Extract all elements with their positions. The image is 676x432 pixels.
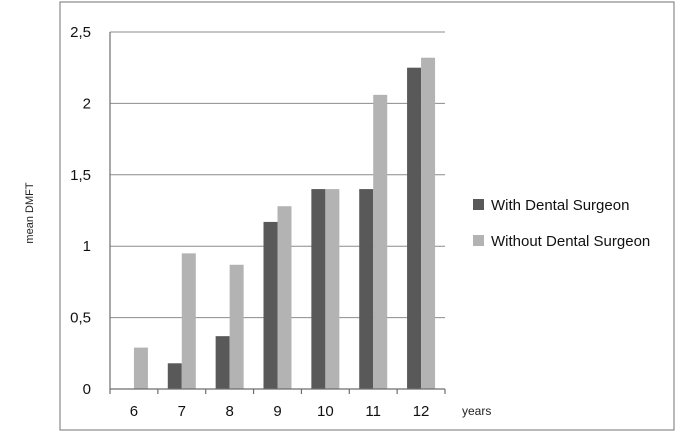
y-tick-label: 1 (83, 238, 91, 255)
bar-with-dental-surgeon (215, 336, 230, 389)
x-tick-labels: 6 7 8 9 10 11 12 (130, 403, 430, 420)
x-tick-label: 6 (130, 403, 138, 420)
legend-label: With Dental Surgeon (491, 197, 629, 214)
x-tick-label: 7 (178, 403, 186, 420)
y-tick-labels: 0 0,5 1 1,5 2 2,5 (70, 24, 91, 398)
x-tick-label: 9 (273, 403, 281, 420)
y-axis-label: mean DMFT (24, 182, 36, 243)
y-tick-label: 1,5 (70, 167, 91, 184)
legend-swatch (473, 235, 484, 246)
bar-without-dental-surgeon (277, 206, 292, 389)
y-tick-label: 2,5 (70, 24, 91, 41)
bars (133, 57, 436, 389)
y-tick-label: 2 (83, 95, 91, 112)
axes (109, 32, 446, 394)
bar-without-dental-surgeon (325, 189, 340, 389)
legend: With Dental Surgeon Without Dental Surgeo… (473, 197, 650, 250)
bar-with-dental-surgeon (263, 221, 278, 389)
y-tick-label: 0 (83, 381, 91, 398)
x-axis-label: years (462, 404, 491, 418)
bar-with-dental-surgeon (167, 363, 182, 389)
bar-with-dental-surgeon (311, 189, 326, 389)
bar-without-dental-surgeon (133, 347, 148, 389)
legend-swatch (473, 199, 484, 210)
y-tick-label: 0,5 (70, 310, 91, 327)
bar-without-dental-surgeon (181, 253, 196, 389)
bar-with-dental-surgeon (407, 67, 422, 389)
bar-without-dental-surgeon (421, 57, 436, 389)
x-tick-label: 10 (317, 403, 334, 420)
x-tick-label: 12 (413, 403, 430, 420)
bar-with-dental-surgeon (359, 189, 374, 389)
legend-label: Without Dental Surgeon (491, 233, 650, 250)
x-tick-label: 11 (365, 403, 381, 420)
x-tick-label: 8 (225, 403, 233, 420)
bar-without-dental-surgeon (229, 264, 244, 389)
bar-without-dental-surgeon (373, 94, 388, 389)
